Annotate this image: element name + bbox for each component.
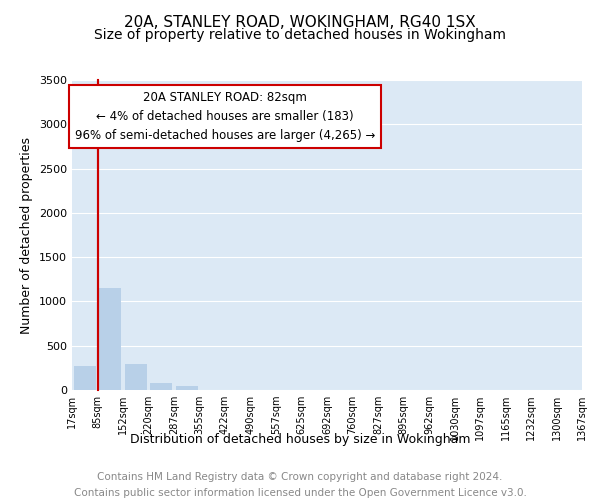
- Bar: [100, 288, 121, 390]
- Text: Contains HM Land Registry data © Crown copyright and database right 2024.: Contains HM Land Registry data © Crown c…: [97, 472, 503, 482]
- Text: Distribution of detached houses by size in Wokingham: Distribution of detached houses by size …: [130, 432, 470, 446]
- Bar: [176, 386, 197, 390]
- Bar: [125, 364, 146, 390]
- Bar: [151, 383, 172, 390]
- Bar: [74, 366, 95, 390]
- Text: Contains public sector information licensed under the Open Government Licence v3: Contains public sector information licen…: [74, 488, 526, 498]
- Y-axis label: Number of detached properties: Number of detached properties: [20, 136, 34, 334]
- Text: 20A STANLEY ROAD: 82sqm
← 4% of detached houses are smaller (183)
96% of semi-de: 20A STANLEY ROAD: 82sqm ← 4% of detached…: [75, 90, 375, 142]
- Text: Size of property relative to detached houses in Wokingham: Size of property relative to detached ho…: [94, 28, 506, 42]
- Text: 20A, STANLEY ROAD, WOKINGHAM, RG40 1SX: 20A, STANLEY ROAD, WOKINGHAM, RG40 1SX: [124, 15, 476, 30]
